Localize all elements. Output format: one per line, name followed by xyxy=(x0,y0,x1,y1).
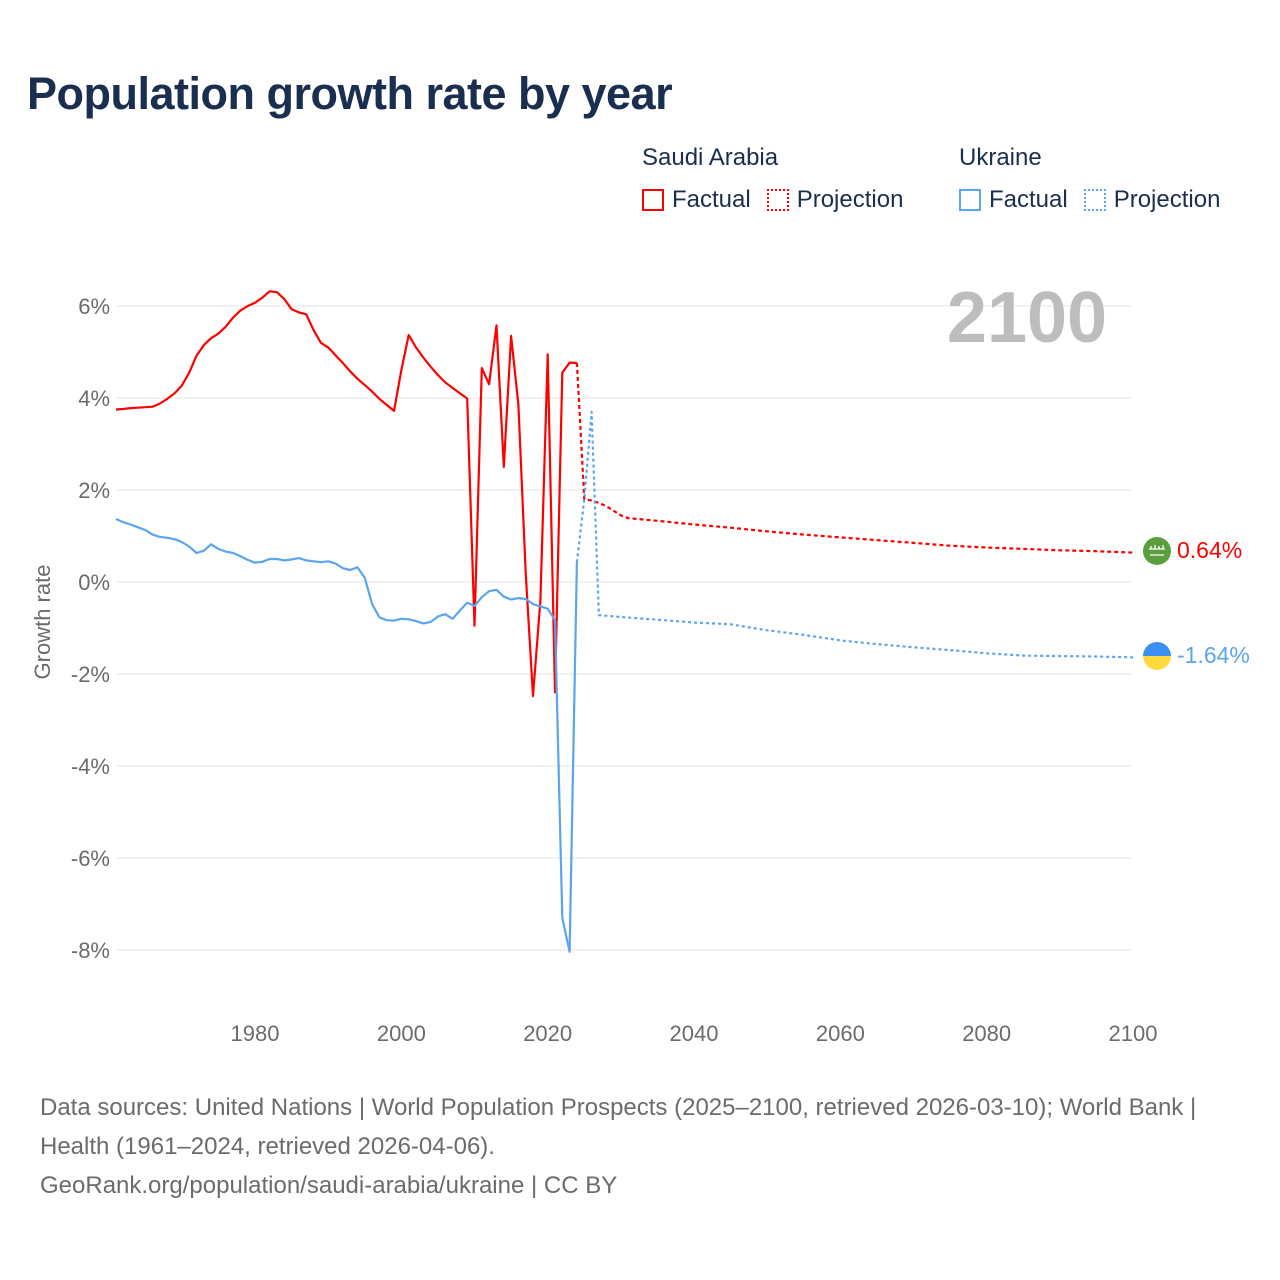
legend-ukraine: Ukraine Factual Projection xyxy=(959,144,1236,214)
line-chart: 6% 4% 2% 0% -2% -4% -6% -8% 1980 2000 2020 2040 206… xyxy=(30,278,1250,1046)
y-tick-label: -2% xyxy=(71,662,110,687)
y-axis-label: Growth rate xyxy=(30,565,55,680)
end-label-ukraine: -1.64% xyxy=(1177,642,1250,668)
y-tick-label: -8% xyxy=(71,938,110,963)
y-tick-label: 0% xyxy=(78,570,110,595)
x-tick-label: 2100 xyxy=(1109,1021,1158,1046)
y-tick-label: 6% xyxy=(78,294,110,319)
y-tick-label: 2% xyxy=(78,478,110,503)
legend-swatch-dotted xyxy=(1083,189,1106,211)
series-line-ukraine-projection[interactable] xyxy=(575,410,1134,659)
y-tick-label: -4% xyxy=(71,754,110,779)
legend-label: Factual xyxy=(989,186,1068,213)
footer: Data sources: United Nations | World Pop… xyxy=(40,1088,1240,1205)
legend-swatch-solid xyxy=(959,189,981,211)
year-watermark: 2100 xyxy=(947,278,1107,358)
end-label-saudi: 0.64% xyxy=(1177,537,1242,563)
x-tick-label: 2020 xyxy=(523,1021,572,1046)
y-tick-label: 4% xyxy=(78,386,110,411)
x-tick-label: 2060 xyxy=(816,1021,865,1046)
series-line-saudi-arabia-factual[interactable] xyxy=(115,290,577,698)
legend-group-name: Saudi Arabia xyxy=(642,144,779,171)
legend-item-ukraine-projection[interactable]: Projection xyxy=(1083,186,1221,214)
ukraine-flag-icon xyxy=(1143,642,1171,670)
legend-item-saudi-factual[interactable]: Factual xyxy=(642,186,751,214)
x-tick-label: 2000 xyxy=(377,1021,426,1046)
legend-label: Projection xyxy=(796,186,904,213)
legend-label: Projection xyxy=(1113,186,1221,213)
legend-swatch-dotted xyxy=(766,189,789,211)
legend-saudi-arabia: Saudi Arabia Factual Projection xyxy=(642,144,919,214)
chart-title: Population growth rate by year xyxy=(27,68,673,119)
saudi-flag-icon xyxy=(1143,537,1171,565)
x-tick-label: 1980 xyxy=(231,1021,280,1046)
y-tick-label: -6% xyxy=(71,846,110,871)
series-line-saudi-arabia-projection[interactable] xyxy=(575,362,1134,554)
source-link[interactable]: GeoRank.org/population/saudi-arabia/ukra… xyxy=(40,1172,618,1199)
data-sources: Data sources: United Nations | World Pop… xyxy=(40,1094,1197,1160)
legend-swatch-solid xyxy=(642,189,664,211)
series-line-ukraine-factual[interactable] xyxy=(115,517,578,953)
legend-item-ukraine-factual[interactable]: Factual xyxy=(959,186,1068,214)
x-tick-label: 2040 xyxy=(670,1021,719,1046)
legend-item-saudi-projection[interactable]: Projection xyxy=(766,186,904,214)
legend-label: Factual xyxy=(672,186,751,213)
x-tick-label: 2080 xyxy=(962,1021,1011,1046)
legend-group-name: Ukraine xyxy=(959,144,1042,171)
